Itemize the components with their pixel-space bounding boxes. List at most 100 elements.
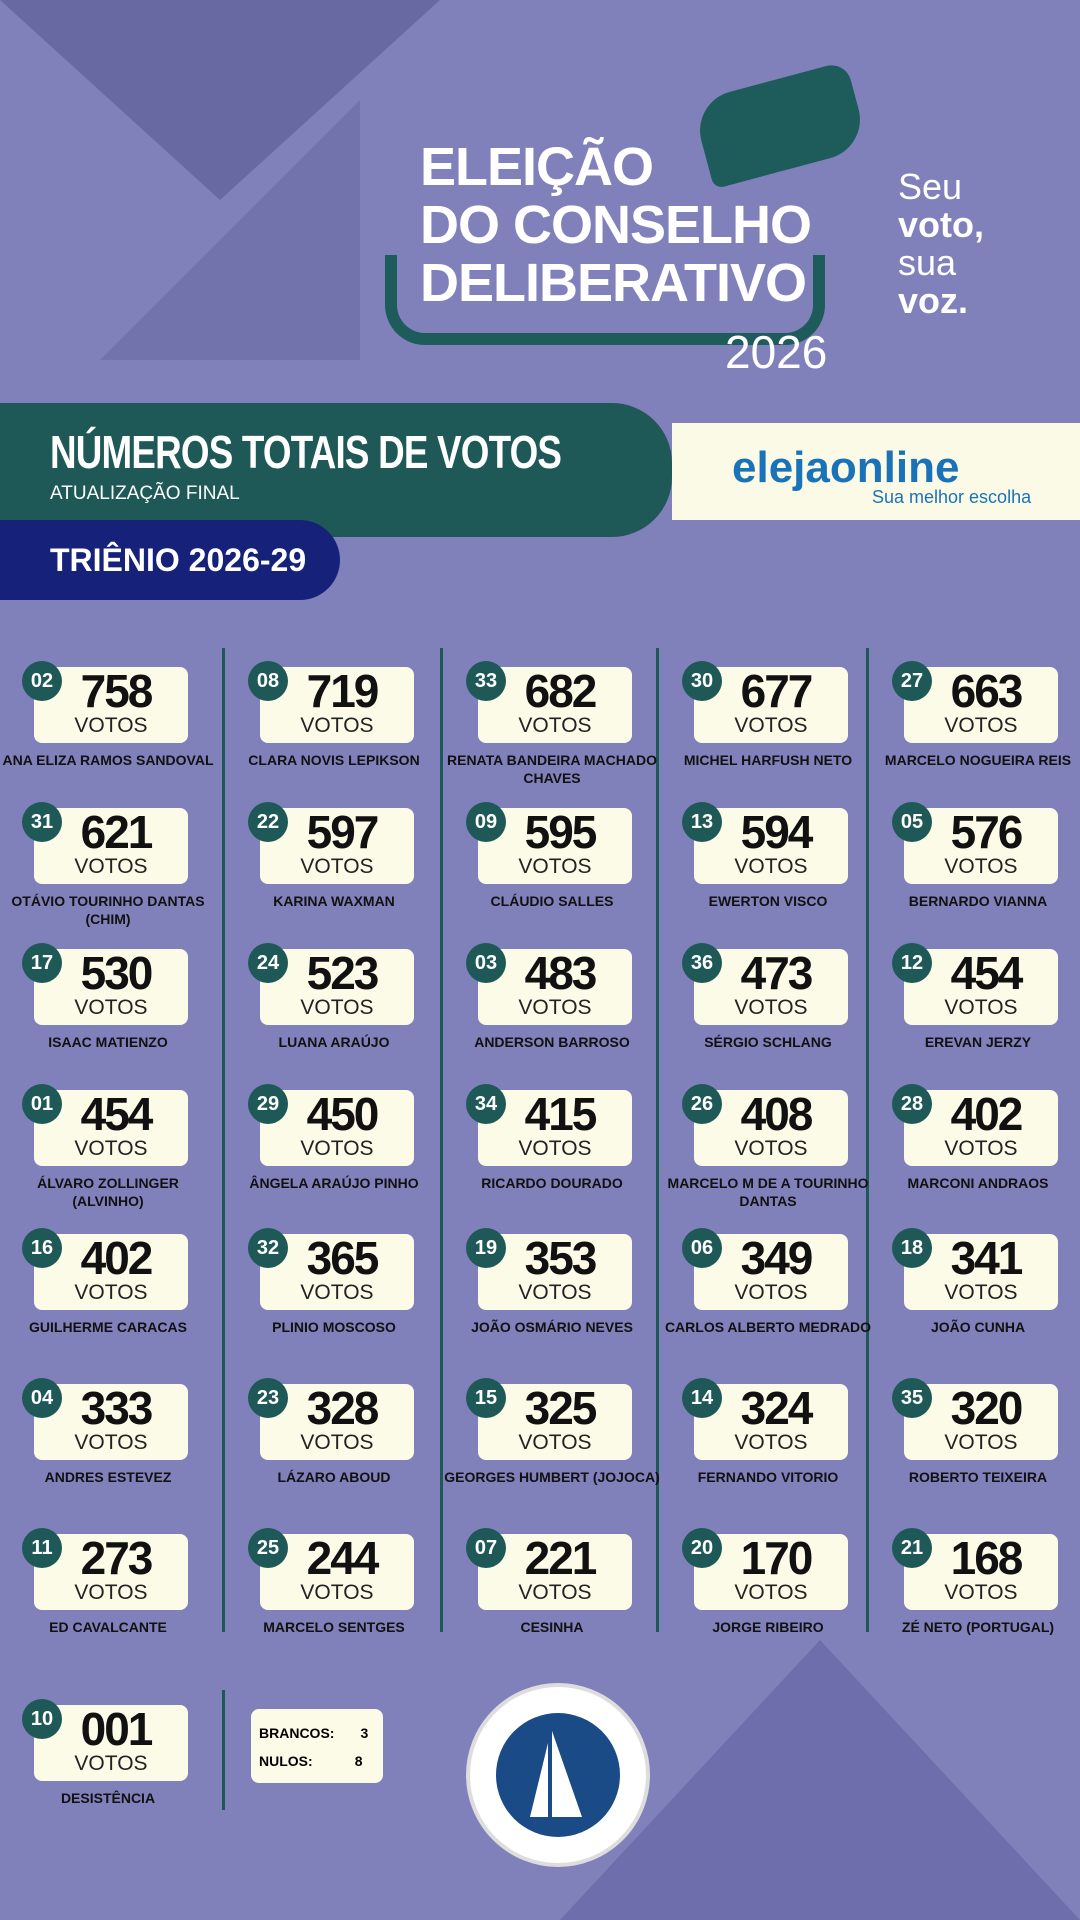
- vote-count: 168: [950, 1532, 1024, 1584]
- candidate-card: 594 VOTOS 13 EWERTON VISCO: [660, 802, 876, 948]
- votes-label: VOTOS: [300, 714, 374, 737]
- candidate-card: 663 VOTOS 27 MARCELO NOGUEIRA REIS: [870, 661, 1080, 807]
- vote-count: 273: [80, 1532, 154, 1584]
- candidate-card: 328 VOTOS 23 LÁZARO ABOUD: [226, 1378, 442, 1524]
- candidate-card: 758 VOTOS 02 ANA ELIZA RAMOS SANDOVAL: [0, 661, 216, 807]
- candidate-name: JORGE RIBEIRO: [712, 1619, 824, 1635]
- candidate-number: 30: [682, 661, 722, 701]
- candidate-card: 408 VOTOS 26 MARCELO M DE A TOURINHO DAN…: [660, 1084, 876, 1230]
- candidate-card: 454 VOTOS 01 ÁLVARO ZOLLINGER (ALVINHO): [0, 1084, 216, 1230]
- votes-label: VOTOS: [300, 855, 374, 878]
- candidate-card: 719 VOTOS 08 CLARA NOVIS LEPIKSON: [226, 661, 442, 807]
- candidate-name: ANA ELIZA RAMOS SANDOVAL: [2, 752, 214, 768]
- candidate-number: 31: [22, 802, 62, 842]
- vote-count: 333: [80, 1382, 154, 1434]
- candidate-card: 530 VOTOS 17 ISAAC MATIENZO: [0, 943, 216, 1089]
- candidate-name: RICARDO DOURADO: [481, 1175, 623, 1191]
- candidate-number: 18: [892, 1228, 932, 1268]
- event-title: ELEIÇÃO DO CONSELHO DELIBERATIVO: [420, 138, 812, 313]
- candidate-name: MARCONI ANDRAOS: [907, 1175, 1049, 1191]
- vote-count: 402: [80, 1232, 154, 1284]
- vote-box: 621 VOTOS: [34, 808, 188, 884]
- title-line: DELIBERATIVO: [420, 253, 807, 313]
- votes-label: VOTOS: [518, 1281, 592, 1304]
- votes-label: VOTOS: [734, 714, 808, 737]
- candidate-card: 325 VOTOS 15 GEORGES HUMBERT (JOJOCA): [444, 1378, 660, 1524]
- votes-label: VOTOS: [74, 1281, 148, 1304]
- candidate-number: 09: [466, 802, 506, 842]
- candidate-name: ÁLVARO ZOLLINGER (ALVINHO): [37, 1175, 179, 1209]
- candidate-name: SÉRGIO SCHLANG: [704, 1034, 832, 1050]
- vote-count: 349: [740, 1232, 814, 1284]
- candidate-name: ISAAC MATIENZO: [48, 1034, 168, 1050]
- candidate-number: 35: [892, 1378, 932, 1418]
- votes-label: VOTOS: [734, 1581, 808, 1604]
- bg-triangle: [0, 0, 440, 200]
- vote-count: 325: [524, 1382, 598, 1434]
- candidate-name: BERNARDO VIANNA: [908, 893, 1048, 909]
- candidate-card: 170 VOTOS 20 JORGE RIBEIRO: [660, 1528, 876, 1674]
- candidate-card: 221 VOTOS 07 CESINHA: [444, 1528, 660, 1674]
- votes-label: VOTOS: [944, 1137, 1018, 1160]
- candidate-name: ÂNGELA ARAÚJO PINHO: [249, 1175, 419, 1191]
- vote-box: 320 VOTOS: [904, 1384, 1058, 1460]
- candidate-name: RENATA BANDEIRA MACHADO CHAVES: [447, 752, 657, 786]
- candidate-card: 597 VOTOS 22 KARINA WAXMAN: [226, 802, 442, 948]
- candidate-number: 32: [248, 1228, 288, 1268]
- votes-label: VOTOS: [300, 996, 374, 1019]
- candidate-card: 001 VOTOS 10 DESISTÊNCIA: [0, 1699, 216, 1845]
- vote-box: 325 VOTOS: [478, 1384, 632, 1460]
- candidate-number: 22: [248, 802, 288, 842]
- candidate-name: ZÉ NETO (PORTUGAL): [901, 1619, 1055, 1635]
- candidate-card: 349 VOTOS 06 CARLOS ALBERTO MEDRADO: [660, 1228, 876, 1374]
- vote-count: 341: [950, 1232, 1024, 1284]
- candidate-number: 21: [892, 1528, 932, 1568]
- candidate-number: 33: [466, 661, 506, 701]
- candidate-card: 677 VOTOS 30 MICHEL HARFUSH NETO: [660, 661, 876, 807]
- votes-label: VOTOS: [518, 714, 592, 737]
- votes-label: VOTOS: [74, 855, 148, 878]
- votes-label: VOTOS: [518, 1137, 592, 1160]
- candidate-card: 353 VOTOS 19 JOÃO OSMÁRIO NEVES: [444, 1228, 660, 1374]
- candidate-name: CLARA NOVIS LEPIKSON: [248, 752, 420, 768]
- candidate-card: 333 VOTOS 04 ANDRES ESTEVEZ: [0, 1378, 216, 1524]
- slogan-word: sua: [898, 242, 957, 283]
- votes-label: VOTOS: [944, 1431, 1018, 1454]
- votes-label: VOTOS: [518, 855, 592, 878]
- candidate-number: 02: [22, 661, 62, 701]
- candidate-number: 17: [22, 943, 62, 983]
- sailboat-icon: [496, 1713, 620, 1837]
- votes-label: VOTOS: [734, 1137, 808, 1160]
- candidate-number: 15: [466, 1378, 506, 1418]
- candidate-name: LUANA ARAÚJO: [278, 1034, 390, 1050]
- vote-count: 415: [524, 1088, 598, 1140]
- votes-label: VOTOS: [944, 855, 1018, 878]
- votes-label: VOTOS: [300, 1281, 374, 1304]
- candidate-number: 08: [248, 661, 288, 701]
- candidate-number: 01: [22, 1084, 62, 1124]
- vote-count: 365: [306, 1232, 380, 1284]
- vote-count: 450: [306, 1088, 380, 1140]
- vote-box: 168 VOTOS: [904, 1534, 1058, 1610]
- slogan-word: voz.: [898, 280, 969, 321]
- candidate-card: 454 VOTOS 12 EREVAN JERZY: [870, 943, 1080, 1089]
- candidate-number: 06: [682, 1228, 722, 1268]
- vote-box: 324 VOTOS: [694, 1384, 848, 1460]
- vote-count: 758: [80, 665, 154, 717]
- candidate-name: ROBERTO TEIXEIRA: [908, 1469, 1048, 1485]
- candidate-number: 26: [682, 1084, 722, 1124]
- term-badge: TRIÊNIO 2026-29: [0, 520, 340, 600]
- vote-count: 523: [306, 947, 380, 999]
- candidate-name: EREVAN JERZY: [924, 1034, 1032, 1050]
- votes-label: VOTOS: [300, 1581, 374, 1604]
- candidate-number: 25: [248, 1528, 288, 1568]
- votes-label: VOTOS: [74, 1431, 148, 1454]
- vote-box: 001 VOTOS: [34, 1705, 188, 1781]
- sponsor-name: elejaonline: [732, 443, 960, 492]
- blank-count: 3: [360, 1725, 369, 1741]
- vote-box: 402 VOTOS: [904, 1090, 1058, 1166]
- ballot-box-icon: [385, 255, 825, 345]
- vote-count: 621: [80, 806, 154, 858]
- votes-label: VOTOS: [734, 996, 808, 1019]
- slogan-word: Seu: [898, 166, 963, 207]
